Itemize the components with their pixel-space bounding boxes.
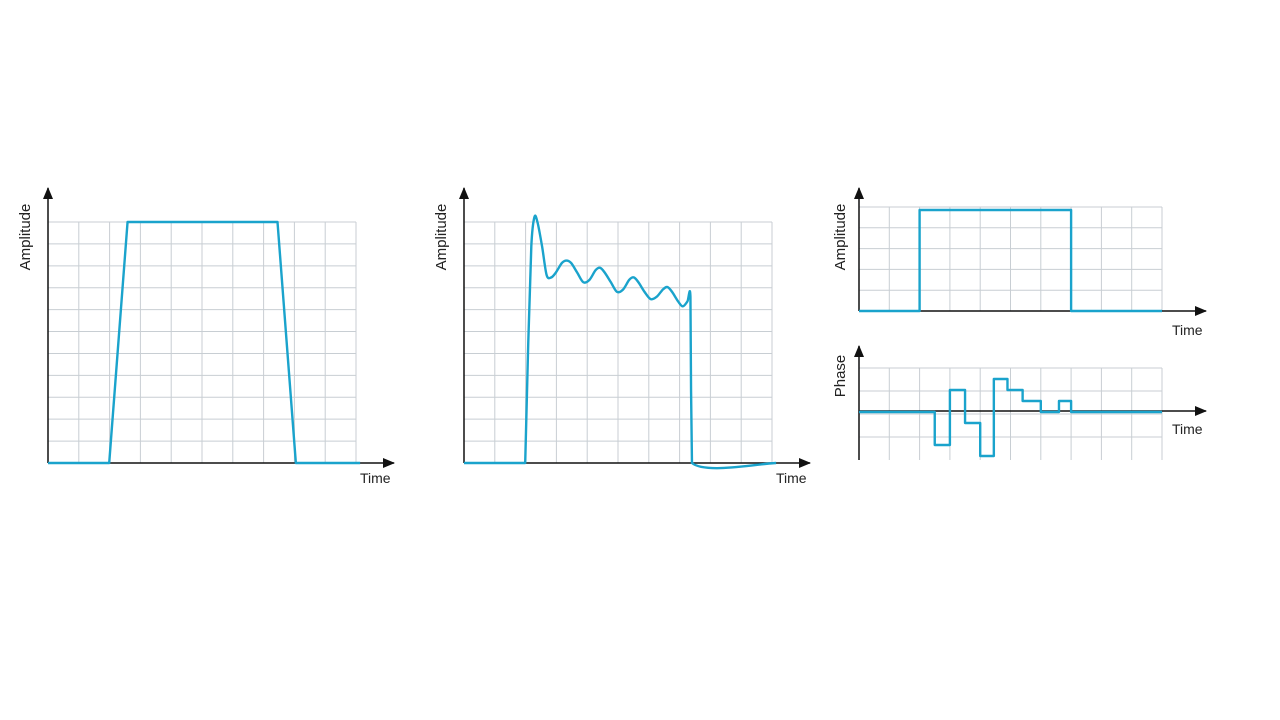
chart-ringing-pulse: Time Amplitude [433,187,811,486]
chart-rectangular-amplitude: Time Amplitude [832,187,1207,338]
x-axis-label: Time [1172,421,1203,437]
chart-phase: Time Phase [832,345,1207,460]
gridlines [859,206,1163,311]
x-axis-label: Time [360,470,391,486]
y-axis-label: Amplitude [17,204,34,271]
amplitude-trace [48,220,361,465]
amplitude-trace [464,214,777,470]
gridlines [859,367,1163,460]
y-axis-label: Amplitude [433,204,450,271]
y-axis-label: Phase [832,355,849,398]
y-axis-label: Amplitude [832,204,849,271]
gridlines [464,221,773,463]
amplitude-trace [859,208,1162,313]
chart-trapezoid-pulse: Time Amplitude [17,187,395,486]
x-axis-label: Time [1172,322,1203,338]
gridlines [48,221,357,463]
x-axis-label: Time [776,470,807,486]
phase-trace [859,377,1162,458]
